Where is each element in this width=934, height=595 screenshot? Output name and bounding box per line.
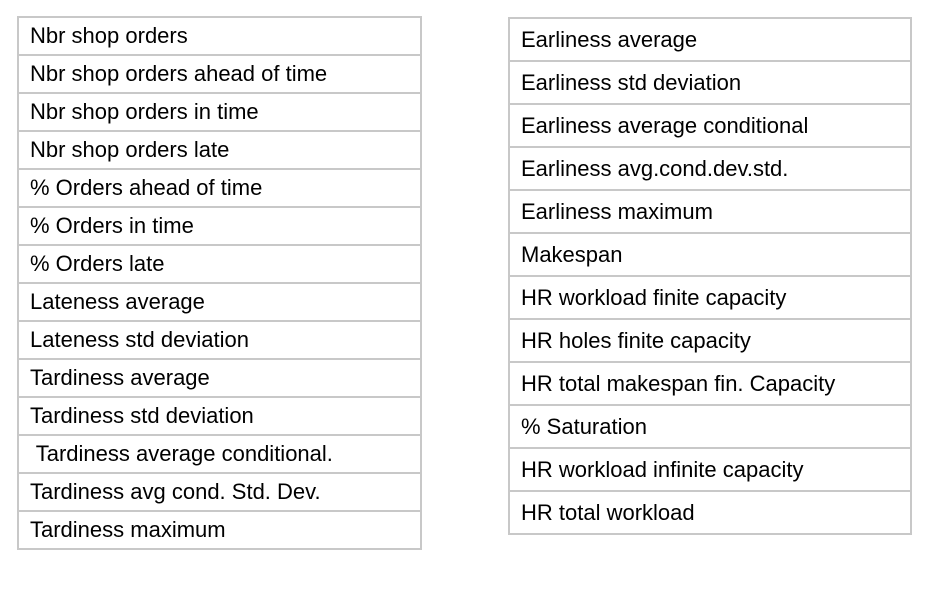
table-row: Tardiness maximum (17, 510, 422, 550)
table-cell: Nbr shop orders late (17, 130, 422, 170)
table-cell: Tardiness average (17, 358, 422, 398)
table-row: Lateness average (17, 282, 422, 322)
table-row: Earliness maximum (508, 189, 912, 234)
table-row: Tardiness average conditional. (17, 434, 422, 474)
table-row: Tardiness std deviation (17, 396, 422, 436)
table-cell: HR workload finite capacity (508, 275, 912, 320)
table-row: % Orders in time (17, 206, 422, 246)
table-row: HR total workload (508, 490, 912, 535)
table-cell: HR total workload (508, 490, 912, 535)
table-row: Makespan (508, 232, 912, 277)
table-cell: Tardiness std deviation (17, 396, 422, 436)
table-row: Nbr shop orders late (17, 130, 422, 170)
table-cell: % Orders late (17, 244, 422, 284)
table-row: Tardiness average (17, 358, 422, 398)
table-row: HR holes finite capacity (508, 318, 912, 363)
table-cell: % Saturation (508, 404, 912, 449)
table-cell: HR holes finite capacity (508, 318, 912, 363)
table-row: Tardiness avg cond. Std. Dev. (17, 472, 422, 512)
table-cell: Tardiness avg cond. Std. Dev. (17, 472, 422, 512)
table-row: Earliness average conditional (508, 103, 912, 148)
right-metrics-table: Earliness average Earliness std deviatio… (508, 17, 912, 535)
table-cell: % Orders in time (17, 206, 422, 246)
table-row: % Saturation (508, 404, 912, 449)
table-row: % Orders late (17, 244, 422, 284)
table-cell: % Orders ahead of time (17, 168, 422, 208)
table-cell: Earliness std deviation (508, 60, 912, 105)
table-cell: HR workload infinite capacity (508, 447, 912, 492)
table-cell: Lateness average (17, 282, 422, 322)
table-cell: Earliness average conditional (508, 103, 912, 148)
table-row: HR workload finite capacity (508, 275, 912, 320)
table-row: % Orders ahead of time (17, 168, 422, 208)
table-cell: Earliness maximum (508, 189, 912, 234)
table-row: HR workload infinite capacity (508, 447, 912, 492)
table-cell: Tardiness maximum (17, 510, 422, 550)
table-cell: Tardiness average conditional. (17, 434, 422, 474)
table-row: Earliness std deviation (508, 60, 912, 105)
table-row: Nbr shop orders ahead of time (17, 54, 422, 94)
table-row: Earliness avg.cond.dev.std. (508, 146, 912, 191)
table-cell: HR total makespan fin. Capacity (508, 361, 912, 406)
table-row: Nbr shop orders in time (17, 92, 422, 132)
left-metrics-table: Nbr shop orders Nbr shop orders ahead of… (17, 16, 422, 550)
table-cell: Nbr shop orders ahead of time (17, 54, 422, 94)
table-row: HR total makespan fin. Capacity (508, 361, 912, 406)
table-cell: Lateness std deviation (17, 320, 422, 360)
table-row: Earliness average (508, 17, 912, 62)
table-cell: Makespan (508, 232, 912, 277)
table-row: Nbr shop orders (17, 16, 422, 56)
table-cell: Nbr shop orders (17, 16, 422, 56)
table-cell: Nbr shop orders in time (17, 92, 422, 132)
table-cell: Earliness avg.cond.dev.std. (508, 146, 912, 191)
table-cell: Earliness average (508, 17, 912, 62)
table-row: Lateness std deviation (17, 320, 422, 360)
